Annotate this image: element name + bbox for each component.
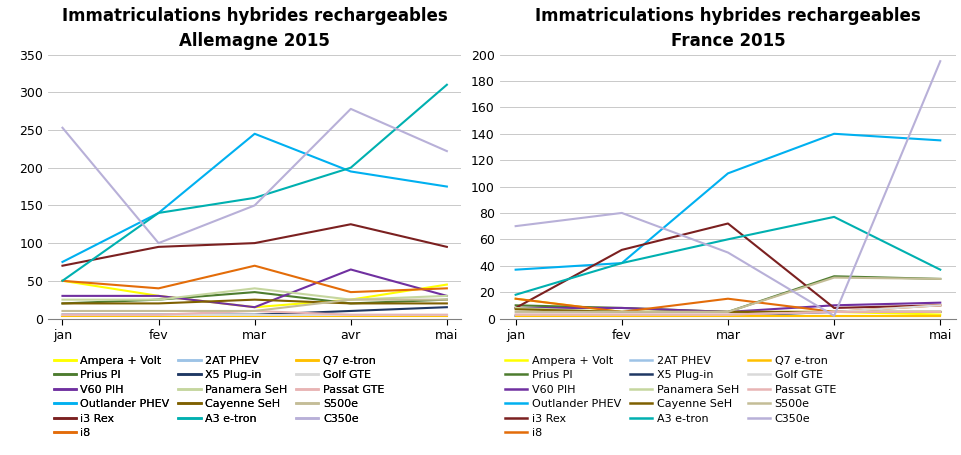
Legend: Ampera + Volt, Prius PI, V60 PIH, Outlander PHEV, i3 Rex, i8, 2AT PHEV, X5 Plug-: Ampera + Volt, Prius PI, V60 PIH, Outlan… bbox=[54, 356, 384, 438]
Legend: Ampera + Volt, Prius PI, V60 PIH, Outlander PHEV, i3 Rex, i8, 2AT PHEV, X5 Plug-: Ampera + Volt, Prius PI, V60 PIH, Outlan… bbox=[505, 356, 836, 438]
Title: Immatriculations hybrides rechargeables
Allemagne 2015: Immatriculations hybrides rechargeables … bbox=[62, 7, 448, 50]
Title: Immatriculations hybrides rechargeables
France 2015: Immatriculations hybrides rechargeables … bbox=[535, 7, 921, 50]
